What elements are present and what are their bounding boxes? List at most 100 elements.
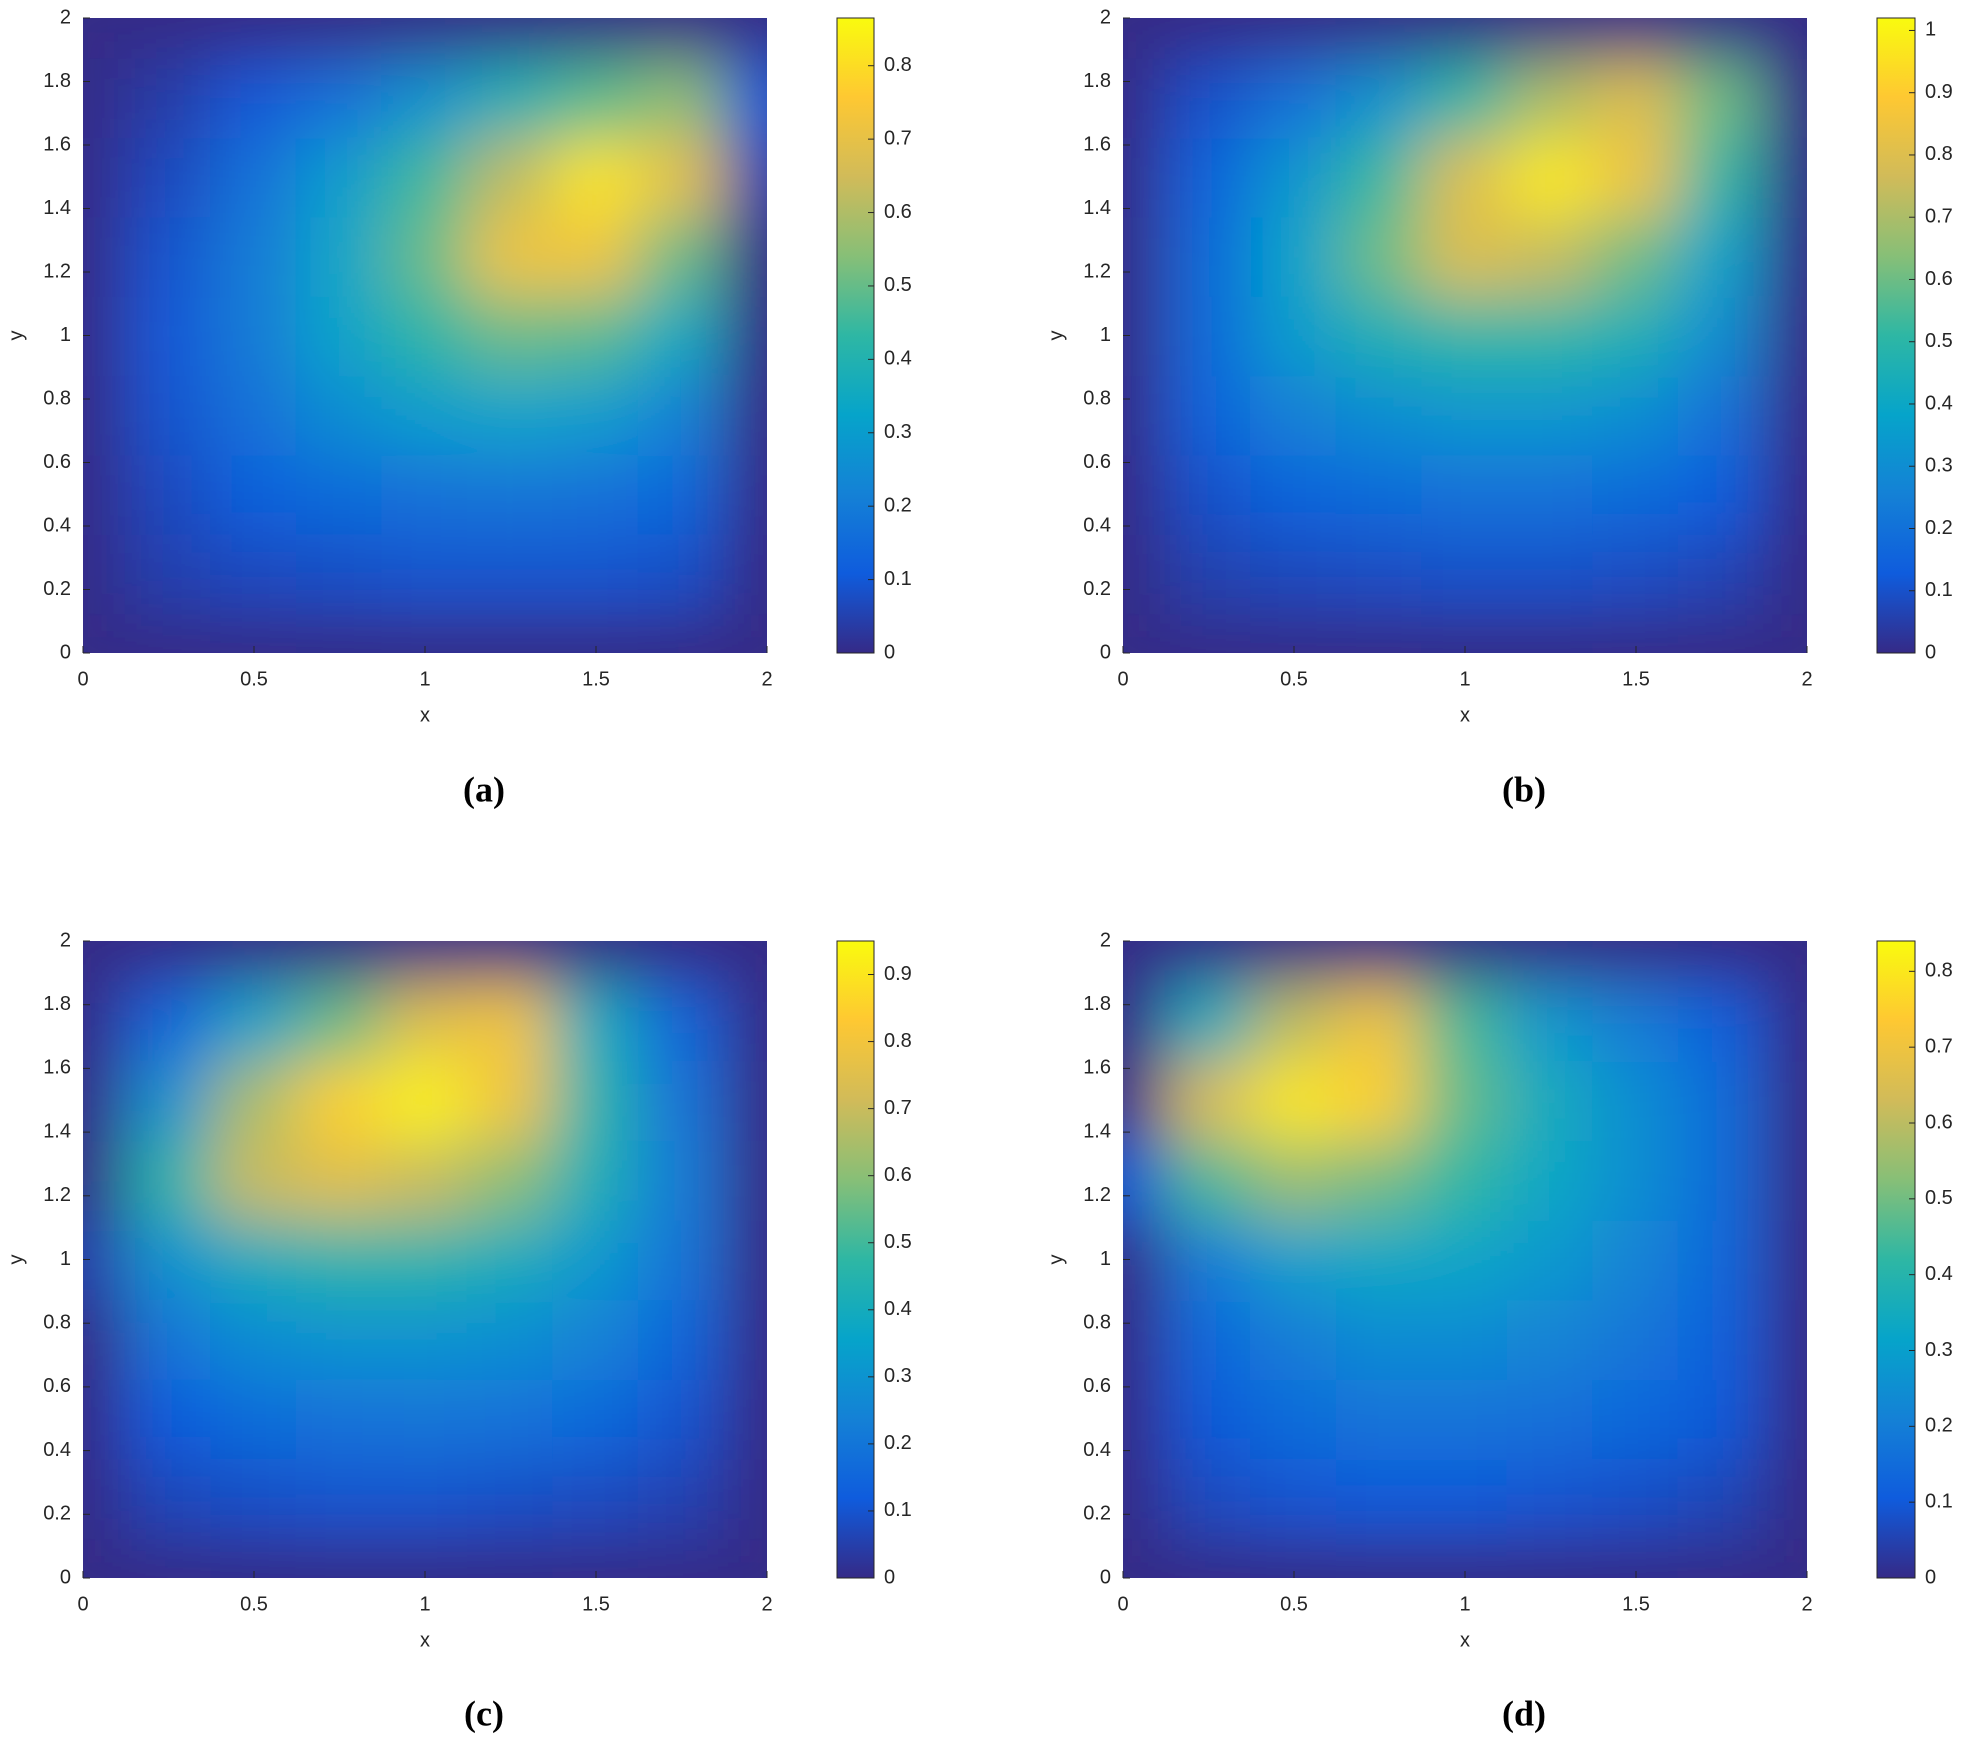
heat-cell: [466, 136, 555, 218]
heat-cell: [1421, 18, 1509, 59]
heat-cell: [1164, 1377, 1253, 1460]
heat-cell: [723, 612, 767, 653]
heat-cell: [1763, 612, 1807, 653]
heat-cell: [552, 215, 640, 297]
y-tick-label: 0.4: [1083, 1439, 1111, 1461]
heat-cell: [1677, 1298, 1766, 1380]
field: [1123, 941, 1807, 1578]
y-tick-label: 1.4: [1083, 197, 1111, 219]
x-tick-label: 0: [1117, 668, 1128, 690]
x-tick-label: 1.5: [1622, 668, 1650, 690]
y-tick-label: 1.2: [1083, 260, 1111, 282]
heat-cell: [83, 294, 127, 377]
heat-cell: [723, 374, 767, 456]
heat-cell: [1164, 453, 1253, 535]
heat-cell: [124, 294, 213, 377]
heat-cell: [1123, 941, 1167, 982]
heat-cell: [1421, 453, 1509, 535]
caption: (d): [1502, 1693, 1546, 1733]
heat-cell: [1164, 941, 1253, 982]
y-tick-label: 1: [60, 324, 71, 346]
colorbar-tick-label: 0.6: [1925, 268, 1953, 290]
heat-cell: [723, 1059, 767, 1142]
colorbar-tick-label: 0.2: [1925, 517, 1953, 539]
heat-cell: [83, 1537, 127, 1578]
heat-cell: [1164, 1457, 1253, 1540]
heat-cell: [1123, 532, 1167, 615]
heat-cell: [1421, 1377, 1509, 1460]
heat-cell: [637, 294, 726, 377]
heat-cell: [1335, 136, 1424, 218]
heat-cell: [1592, 294, 1680, 377]
colorbar-tick-label: 0: [1925, 1566, 1936, 1588]
panel: 0 0.5 1 1.5 2 0 0.2 0.4 0.6 0.8 1 1.2 1.4 1.6 1.8 2 x y 0 0…: [1045, 6, 1953, 809]
y-tick-label: 1: [1100, 1248, 1111, 1270]
heat-cell: [295, 1218, 384, 1301]
heat-cell: [1763, 1298, 1807, 1380]
y-tick-label: 1.2: [43, 1184, 71, 1206]
x-axis-title: x: [420, 1629, 430, 1651]
colorbar-tick-label: 0: [884, 641, 895, 663]
heat-cell: [124, 532, 213, 615]
heat-cell: [1421, 294, 1509, 377]
heat-cell: [1592, 1377, 1680, 1460]
heat-cell: [1335, 1537, 1424, 1578]
heat-cell: [83, 1218, 127, 1301]
heat-cell: [723, 453, 767, 535]
heat-cell: [552, 941, 640, 982]
heat-cell: [1123, 215, 1167, 297]
heat-cell: [466, 979, 555, 1062]
heat-cell: [1250, 1139, 1338, 1221]
heat-cell: [381, 1457, 469, 1540]
heat-cell: [552, 374, 640, 456]
heat-cell: [1164, 136, 1253, 218]
heat-cell: [381, 18, 469, 59]
x-axis-title: x: [1460, 1629, 1470, 1651]
colorbar-tick-label: 0.8: [1925, 960, 1953, 982]
heat-cell: [1335, 294, 1424, 377]
heat-cell: [381, 941, 469, 982]
field: [1123, 18, 1807, 653]
y-tick-label: 0: [60, 1566, 71, 1588]
colorbar-tick-label: 0.6: [1925, 1111, 1953, 1133]
heat-cell: [1164, 532, 1253, 615]
heat-cell: [295, 453, 384, 535]
x-tick-label: 1.5: [582, 1593, 610, 1615]
colorbar-tick-label: 0.3: [1925, 1339, 1953, 1361]
heat-cell: [1677, 294, 1766, 377]
heat-cell: [1506, 56, 1595, 139]
heat-cell: [1123, 294, 1167, 377]
heat-cell: [466, 941, 555, 982]
heat-cell: [1592, 374, 1680, 456]
heat-cell: [124, 1537, 213, 1578]
heat-cell: [381, 1218, 469, 1301]
plot-area: [1123, 941, 1807, 1578]
y-tick-label: 1.6: [43, 1057, 71, 1079]
heat-cell: [83, 215, 127, 297]
heat-cell: [723, 941, 767, 982]
y-tick-label: 0.2: [1083, 578, 1111, 600]
heat-cell: [466, 453, 555, 535]
heat-cell: [466, 215, 555, 297]
heat-cell: [1335, 1298, 1424, 1380]
heat-cell: [210, 1377, 298, 1460]
heat-cell: [1123, 1377, 1167, 1460]
heat-cell: [1421, 56, 1509, 139]
heat-cell: [466, 1457, 555, 1540]
colorbar-tick-label: 0.8: [1925, 143, 1953, 165]
heat-cell: [637, 1139, 726, 1221]
y-axis-title: y: [5, 1255, 27, 1265]
heat-cell: [1592, 1298, 1680, 1380]
heat-cell: [1335, 56, 1424, 139]
heat-cell: [552, 1059, 640, 1142]
heat-cell: [1763, 294, 1807, 377]
heat-cell: [381, 532, 469, 615]
heat-cell: [1506, 18, 1595, 59]
heat-cell: [1763, 215, 1807, 297]
heat-cell: [1592, 136, 1680, 218]
heat-cell: [295, 1298, 384, 1380]
heat-cell: [1592, 1457, 1680, 1540]
heat-cell: [466, 374, 555, 456]
heat-cell: [1506, 941, 1595, 982]
x-tick-label: 0: [77, 1593, 88, 1615]
